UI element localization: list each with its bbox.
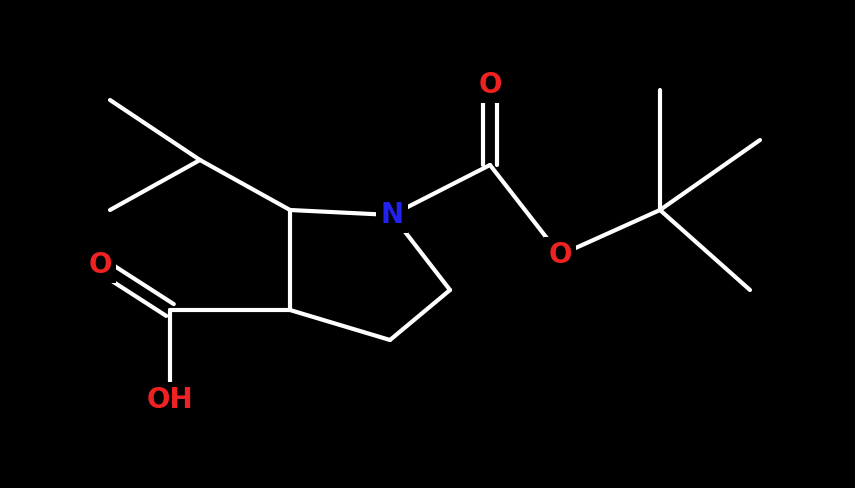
Text: N: N (380, 201, 404, 229)
Text: OH: OH (147, 386, 193, 414)
Text: O: O (88, 251, 112, 279)
Text: O: O (478, 71, 502, 99)
Text: O: O (548, 241, 572, 269)
